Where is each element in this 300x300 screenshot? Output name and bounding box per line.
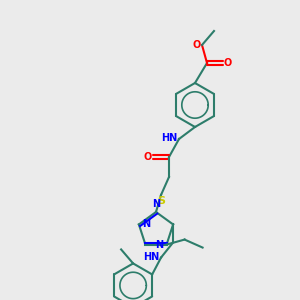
Text: HN: HN bbox=[143, 252, 159, 262]
Text: HN: HN bbox=[161, 133, 177, 143]
Text: O: O bbox=[144, 152, 152, 162]
Text: N: N bbox=[142, 219, 150, 230]
Text: O: O bbox=[193, 40, 201, 50]
Text: O: O bbox=[224, 58, 232, 68]
Text: S: S bbox=[157, 196, 165, 206]
Text: N: N bbox=[155, 240, 164, 250]
Text: N: N bbox=[152, 199, 160, 209]
